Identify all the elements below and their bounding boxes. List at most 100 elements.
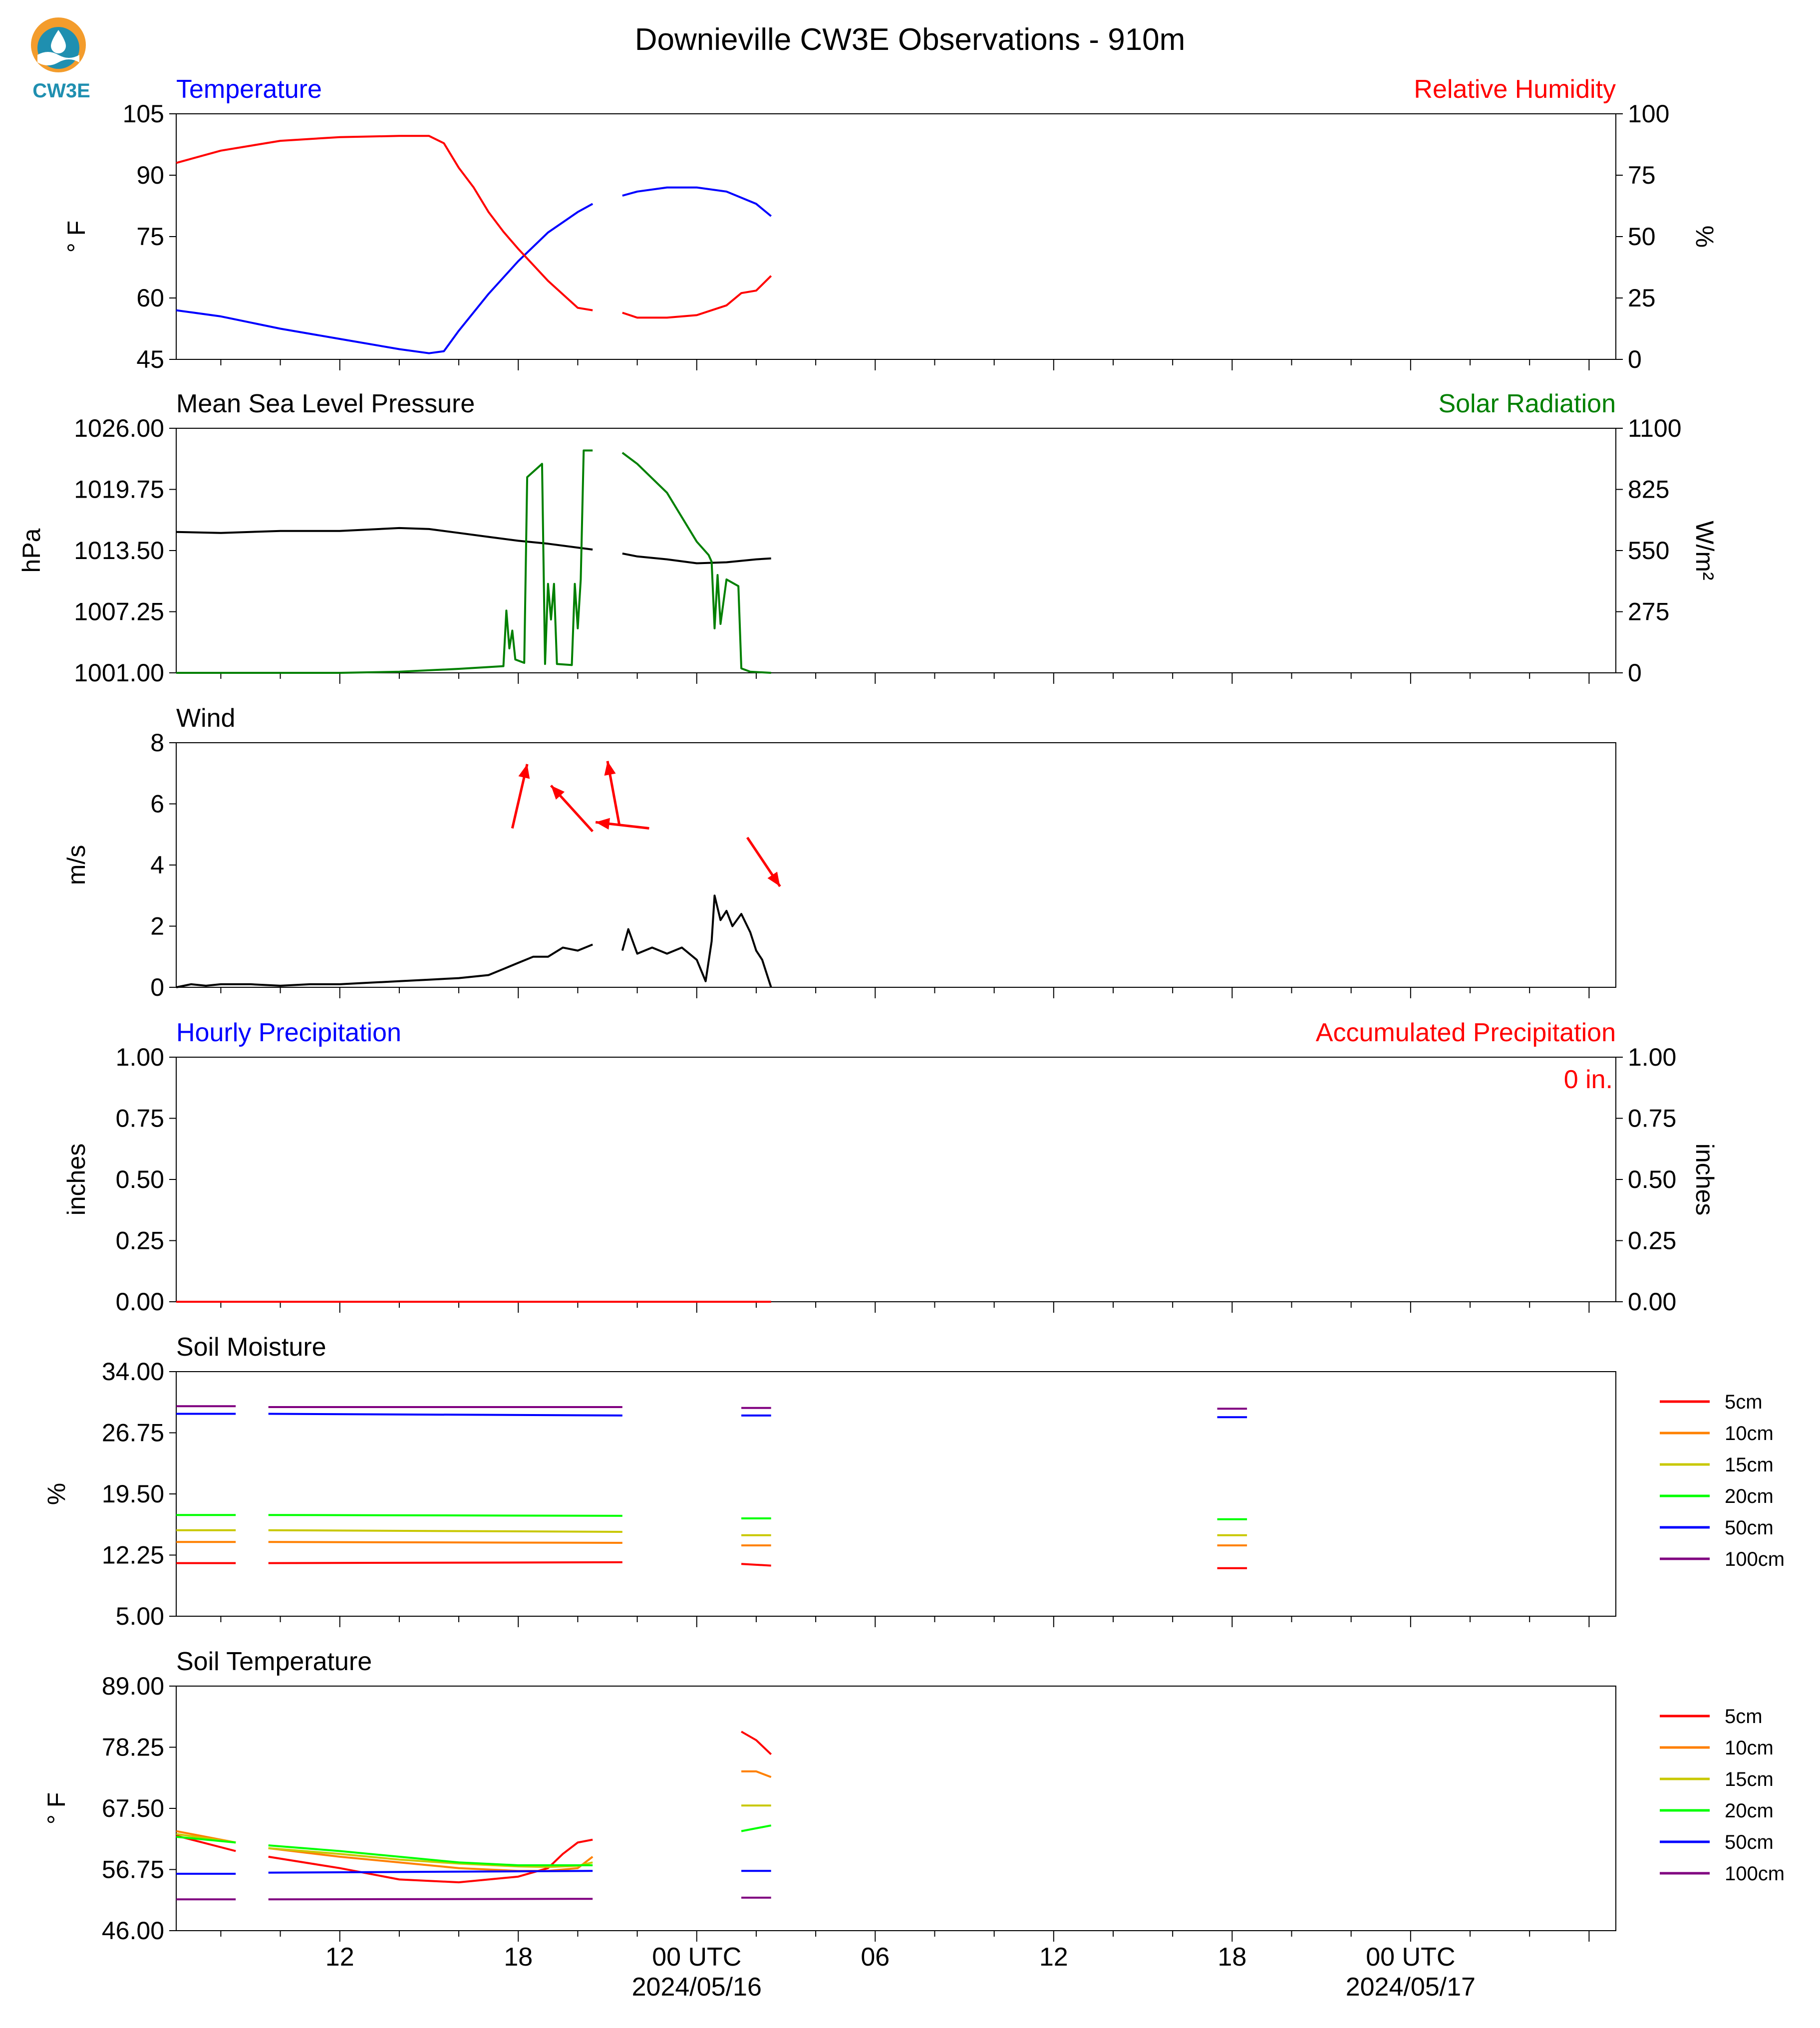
y-tick-label: 1.00 <box>116 1043 164 1071</box>
y-tick-label-right: 1.00 <box>1628 1043 1676 1071</box>
x-tick-label: 18 <box>504 1943 533 1972</box>
y-tick-label: 4 <box>150 851 164 879</box>
y-tick-label: 105 <box>123 100 164 128</box>
series-line-15cm <box>176 1804 771 1868</box>
legend-label: 15cm <box>1725 1454 1774 1476</box>
y-tick-label-right: 25 <box>1628 284 1656 312</box>
y-axis-label-right: % <box>1691 226 1719 248</box>
panel-title-left: Temperature <box>176 75 322 104</box>
series-line-pressure <box>176 527 771 565</box>
legend-label: 20cm <box>1725 1800 1774 1822</box>
y-tick-label-right: 275 <box>1628 598 1669 626</box>
x-tick-label: 00 UTC <box>652 1943 741 1972</box>
legend-label: 10cm <box>1725 1423 1774 1445</box>
logo-text: CW3E <box>32 80 90 102</box>
y-tick-label: 75 <box>136 223 164 251</box>
y-tick-label-right: 825 <box>1628 476 1669 504</box>
panel-title-left: Soil Moisture <box>176 1333 326 1362</box>
y-axis-label: ° F <box>42 1792 70 1824</box>
plot-frame <box>176 742 1616 988</box>
y-tick-label-right: 0.75 <box>1628 1105 1676 1133</box>
series-line-10cm <box>176 1770 772 1872</box>
y-axis-label: % <box>42 1483 70 1505</box>
y-tick-label: 56.75 <box>102 1856 164 1884</box>
y-tick-label: 1013.50 <box>74 537 164 565</box>
y-axis-label-right: inches <box>1691 1144 1719 1216</box>
y-tick-label: 0.00 <box>116 1288 164 1316</box>
legend-label: 50cm <box>1725 1517 1774 1539</box>
y-tick-label: 5.00 <box>116 1602 164 1630</box>
y-tick-label-right: 550 <box>1628 537 1669 565</box>
y-tick-label-right: 0.00 <box>1628 1288 1676 1316</box>
x-tick-label: 18 <box>1217 1943 1246 1972</box>
plot-frame <box>176 428 1616 673</box>
wind-arrow-head <box>551 785 565 800</box>
legend-label: 50cm <box>1725 1831 1774 1853</box>
legend-label: 5cm <box>1725 1706 1763 1728</box>
y-tick-label: 6 <box>150 790 164 818</box>
y-tick-label-right: 50 <box>1628 223 1656 251</box>
y-tick-label: 0.50 <box>116 1165 164 1193</box>
panel-soil_temp: Soil Temperature 46.00 56.75 67.50 78.25 89.0… <box>42 1647 1785 1945</box>
y-tick-label: 67.50 <box>102 1794 164 1822</box>
panel-title-right: Accumulated Precipitation <box>1316 1018 1616 1047</box>
series-line-100cm <box>176 1405 1247 1410</box>
cw3e-logo: CW3E <box>31 17 90 102</box>
series-line-rh <box>176 135 772 319</box>
y-tick-label-right: 1100 <box>1628 414 1682 442</box>
legend-label: 100cm <box>1725 1548 1785 1570</box>
series-line-50cm <box>176 1413 1247 1419</box>
series-line-temp <box>176 186 772 354</box>
x-tick-date: 2024/05/17 <box>1346 1973 1476 2002</box>
wind-arrow-head <box>518 764 530 779</box>
y-axis-label: m/s <box>62 845 90 885</box>
legend-label: 5cm <box>1725 1391 1763 1413</box>
panel-soil_moisture: Soil Moisture 5.00 12.25 19.50 26.75 34.00% 5c… <box>42 1333 1785 1630</box>
legend-label: 15cm <box>1725 1768 1774 1790</box>
y-tick-label-right: 75 <box>1628 161 1656 189</box>
plot-frame <box>176 1057 1616 1302</box>
legend-label: 10cm <box>1725 1737 1774 1759</box>
wind-arrow-head <box>767 871 780 886</box>
y-tick-label: 90 <box>136 161 164 189</box>
series-line-10cm <box>176 1541 1247 1547</box>
series-line-50cm <box>176 1870 771 1875</box>
y-axis-label: inches <box>62 1144 90 1216</box>
plot-frame <box>176 1371 1616 1617</box>
plot-frame <box>176 113 1616 360</box>
y-tick-label: 2 <box>150 912 164 940</box>
series-line-5cm <box>176 1561 1247 1569</box>
y-tick-label: 8 <box>150 729 164 757</box>
y-tick-label-right: 0 <box>1628 659 1642 687</box>
y-tick-label: 0 <box>150 973 164 1001</box>
y-tick-label: 1001.00 <box>74 659 164 687</box>
legend-label: 20cm <box>1725 1485 1774 1507</box>
figure-title: Downieville CW3E Observations - 910m <box>635 22 1186 57</box>
panels-group: Temperature Relative Humidity456075901050… <box>17 75 1785 2002</box>
panel-temp_rh: Temperature Relative Humidity 45 60 75 90 105 0… <box>62 75 1719 373</box>
y-tick-label-right: 0.50 <box>1628 1165 1676 1193</box>
x-tick-label: 06 <box>861 1943 890 1972</box>
plot-frame <box>176 1686 1616 1931</box>
panel-title-right: Relative Humidity <box>1414 75 1616 104</box>
panel-title-left: Hourly Precipitation <box>176 1018 401 1047</box>
y-tick-label: 0.75 <box>116 1105 164 1133</box>
series-line-20cm <box>176 1824 772 1866</box>
y-tick-label-right: 100 <box>1628 100 1669 128</box>
panel-title-left: Mean Sea Level Pressure <box>176 389 475 418</box>
legend-label: 100cm <box>1725 1863 1785 1885</box>
wind-arrow-head <box>596 818 610 830</box>
logo-wave-icon <box>37 52 79 65</box>
panel-precip: Hourly Precipitation Accumulated Precipit… <box>62 1018 1719 1316</box>
series-line-solar <box>176 449 771 674</box>
y-axis-label-right: W/m² <box>1691 521 1719 580</box>
panel-title-left: Soil Temperature <box>176 1647 372 1676</box>
panel-title-left: Wind <box>176 704 235 733</box>
y-tick-label: 1026.00 <box>74 414 164 442</box>
series-line-100cm <box>176 1896 771 1901</box>
y-tick-label-right: 0 <box>1628 345 1642 373</box>
y-tick-label: 19.50 <box>102 1480 164 1508</box>
accumulated-total: 0 in. <box>1564 1065 1613 1094</box>
y-tick-label: 60 <box>136 284 164 312</box>
